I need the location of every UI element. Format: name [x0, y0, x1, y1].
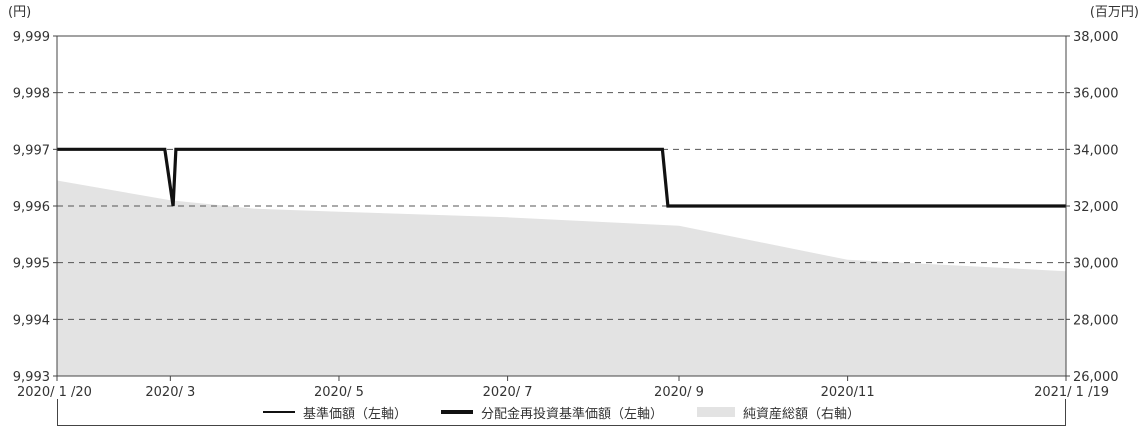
right-tick-label: 30,000 [1073, 257, 1119, 272]
right-tick-label: 26,000 [1073, 370, 1119, 385]
tick-labels: 9,993 9,994 9,995 9,996 9,997 9,998 9,999 26,00… [13, 30, 1119, 400]
right-tick-label: 34,000 [1073, 143, 1119, 158]
x-tick-label: 2020/11 [821, 385, 875, 400]
area-layer [57, 180, 1066, 376]
legend-item-nav: 基準価額（左軸） [262, 403, 407, 422]
x-tick-label: 2020/ 7 [483, 385, 533, 400]
legend-label-reinvested-nav: 分配金再投資基準価額（左軸） [480, 406, 663, 422]
left-tick-label: 9,993 [13, 370, 50, 385]
x-tick-label: 2020/ 9 [654, 385, 704, 400]
legend-swatch-thick-line [440, 410, 473, 414]
right-tick-label: 36,000 [1073, 87, 1119, 102]
x-tick-label: 2020/ 5 [314, 385, 364, 400]
chart-canvas: (円) (百万円) 9,993 9,994 9,995 9,996 9,997 9,998… [8, 5, 1139, 400]
right-tick-label: 32,000 [1073, 200, 1119, 215]
left-tick-label: 9,999 [13, 30, 50, 45]
left-axis-unit: (円) [8, 5, 31, 20]
legend-swatch-area [697, 407, 735, 417]
legend-label-net-assets: 純資産総額（右軸） [743, 406, 861, 422]
x-tick-label: 2021/ 1 /19 [1034, 385, 1109, 400]
left-tick-label: 9,995 [13, 257, 50, 272]
area-net-assets [57, 180, 1066, 376]
left-tick-label: 9,998 [13, 87, 50, 102]
line-layer [57, 147, 1066, 208]
right-tick-label: 28,000 [1073, 313, 1119, 328]
legend: 基準価額（左軸） 分配金再投資基準価額（左軸） 純資産総額（右軸） [57, 399, 1066, 426]
left-tick-label: 9,994 [13, 313, 50, 328]
legend-label-nav: 基準価額（左軸） [302, 406, 407, 422]
legend-item-reinvested-nav: 分配金再投資基準価額（左軸） [440, 403, 663, 422]
x-tick-label: 2020/ 3 [145, 385, 195, 400]
legend-item-net-assets: 純資産総額（右軸） [697, 403, 860, 422]
left-tick-label: 9,996 [13, 200, 50, 215]
axes [53, 35, 1070, 381]
line-reinvested-nav [57, 147, 1066, 208]
legend-swatch-thin-line [262, 411, 295, 413]
left-tick-label: 9,997 [13, 143, 50, 158]
right-tick-label: 38,000 [1073, 30, 1119, 45]
right-axis-unit: (百万円) [1090, 5, 1139, 20]
line-nav [57, 148, 1066, 207]
x-tick-label: 2020/ 1 /20 [17, 385, 92, 400]
